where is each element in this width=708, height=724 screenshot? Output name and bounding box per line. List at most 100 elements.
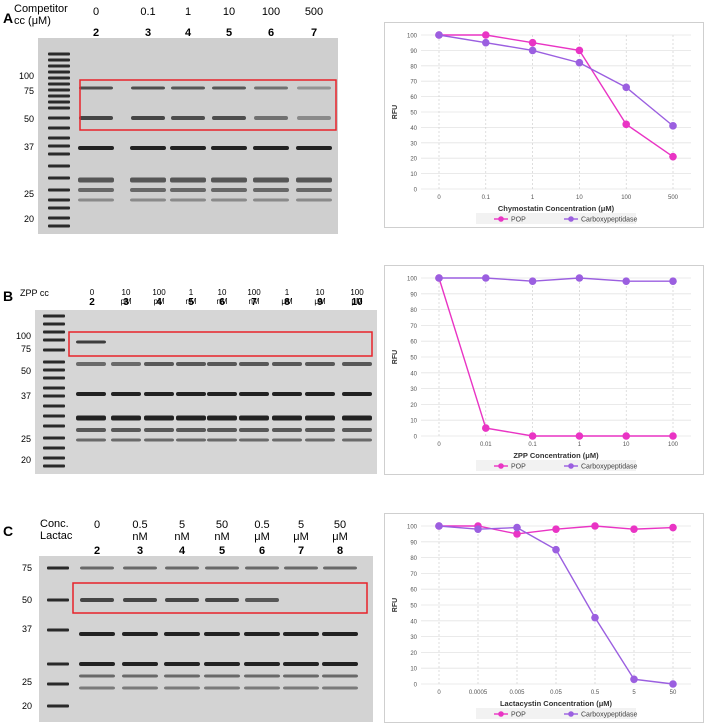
x-axis-label: Lactacystin Concentration (μM) — [500, 699, 613, 708]
data-point — [575, 274, 584, 282]
y-tick-label: 70 — [410, 324, 417, 330]
protein-band — [170, 177, 206, 183]
chart-svg: 0 10 20 30 40 50 60 70 80 90 100 0 0.1 1 10 100 500 RFU Ch… — [392, 31, 691, 224]
data-point — [591, 613, 599, 622]
column-label: 0.5 μM — [245, 519, 279, 543]
column-label: 0.1 — [131, 6, 165, 18]
y-tick-label: 20 — [410, 651, 417, 657]
protein-band — [207, 392, 237, 396]
mw-marker-label: 75 — [21, 563, 32, 573]
y-tick-label: 80 — [410, 64, 417, 70]
ladder-band — [48, 70, 70, 74]
data-point — [622, 277, 630, 285]
y-tick-label: 50 — [410, 356, 417, 362]
ladder-band — [48, 94, 70, 98]
column-label-line: 100 — [152, 288, 166, 297]
protein-band — [204, 632, 240, 636]
legend-marker — [498, 711, 504, 717]
protein-band — [322, 662, 358, 666]
x-tick-label: 10 — [623, 442, 630, 448]
ladder-band — [43, 330, 65, 334]
lane-number: 9 — [317, 297, 323, 308]
y-tick-label: 20 — [410, 157, 417, 163]
x-tick-label: 100 — [621, 195, 632, 201]
legend-marker — [568, 463, 574, 469]
protein-band — [165, 598, 199, 602]
legend-background — [476, 213, 636, 224]
legend-label: POP — [511, 712, 526, 719]
protein-band — [122, 632, 158, 636]
y-tick-label: 60 — [410, 340, 417, 346]
series-line — [438, 34, 674, 127]
protein-band — [272, 428, 302, 432]
data-point — [435, 31, 443, 39]
mw-marker-label: 37 — [23, 142, 34, 152]
x-axis-label: Chymostatin Concentration (μM) — [498, 204, 615, 213]
protein-band — [212, 86, 246, 90]
column-label: 10 μM — [305, 288, 335, 306]
protein-band — [111, 438, 141, 442]
legend-label: Carboxypeptidase — [581, 712, 638, 719]
data-point — [482, 424, 490, 432]
protein-band — [205, 566, 239, 570]
panel-b-header-label: ZPP cc — [20, 287, 60, 299]
column-label-line: 10 — [315, 288, 325, 297]
y-axis-label: RFU — [392, 598, 399, 612]
column-label: 10 — [212, 6, 246, 18]
column-label-line: 50 — [333, 519, 347, 531]
column-label-line: 10 — [121, 288, 131, 297]
ladder-band — [48, 144, 70, 148]
y-tick-label: 100 — [407, 525, 418, 531]
ladder-band — [48, 100, 70, 104]
gel-svg — [39, 556, 373, 722]
mw-marker-label: 75 — [23, 86, 34, 96]
highlight-box — [79, 79, 337, 131]
protein-band — [79, 662, 115, 666]
mw-marker-label: 25 — [23, 189, 34, 199]
legend-background — [476, 708, 636, 719]
protein-band — [244, 686, 280, 690]
protein-band — [284, 566, 318, 570]
data-point — [575, 432, 584, 440]
series-line — [438, 277, 673, 437]
y-tick-label: 60 — [410, 95, 417, 101]
column-label-line: 0 — [92, 6, 100, 18]
y-tick-label: 0 — [414, 188, 418, 194]
protein-band — [297, 116, 331, 120]
column-label: 0 — [77, 288, 107, 297]
x-axis-label: ZPP Concentration (μM) — [513, 451, 599, 460]
ladder-band — [43, 446, 65, 450]
data-point — [630, 525, 638, 533]
highlight-box — [68, 331, 373, 357]
column-label-line: pM — [120, 297, 132, 306]
protein-band — [131, 86, 165, 90]
protein-band — [122, 674, 158, 678]
protein-band — [322, 674, 358, 678]
panel-a-letter: A — [3, 10, 14, 26]
panel-c-header-label: Conc. Lactac — [40, 518, 90, 542]
column-label-line: pM — [153, 297, 165, 306]
gel-background — [38, 38, 338, 234]
mw-marker-label: 50 — [21, 595, 32, 605]
protein-band — [207, 428, 237, 432]
column-label: 10 pM — [111, 288, 141, 306]
chart-svg: 0 10 20 30 40 50 60 70 80 90 100 0 0.0005 0.005 0.05 0.… — [392, 522, 691, 719]
lane-number: 3 — [136, 545, 144, 557]
data-point — [482, 38, 490, 47]
lane-number: 5 — [188, 297, 194, 308]
panel-b-gel-image — [35, 310, 377, 474]
chart-svg: 0 10 20 30 40 50 60 70 80 90 100 0 0.01 0.1 1 10 100 RFU Z… — [392, 274, 691, 471]
protein-band — [130, 198, 166, 202]
x-tick-label: 0.005 — [509, 690, 525, 696]
mw-marker-label: 100 — [15, 331, 31, 341]
column-label-line: nM — [132, 531, 148, 543]
column-label-line: 1 — [184, 6, 192, 18]
ladder-band — [48, 206, 70, 210]
ladder-band — [43, 436, 65, 440]
x-tick-label: 1 — [531, 195, 535, 201]
ladder-band — [43, 314, 65, 318]
ladder-band — [48, 136, 70, 140]
ladder-band — [48, 216, 70, 220]
panel-b-letter: B — [3, 288, 14, 304]
y-tick-label: 50 — [410, 111, 417, 117]
